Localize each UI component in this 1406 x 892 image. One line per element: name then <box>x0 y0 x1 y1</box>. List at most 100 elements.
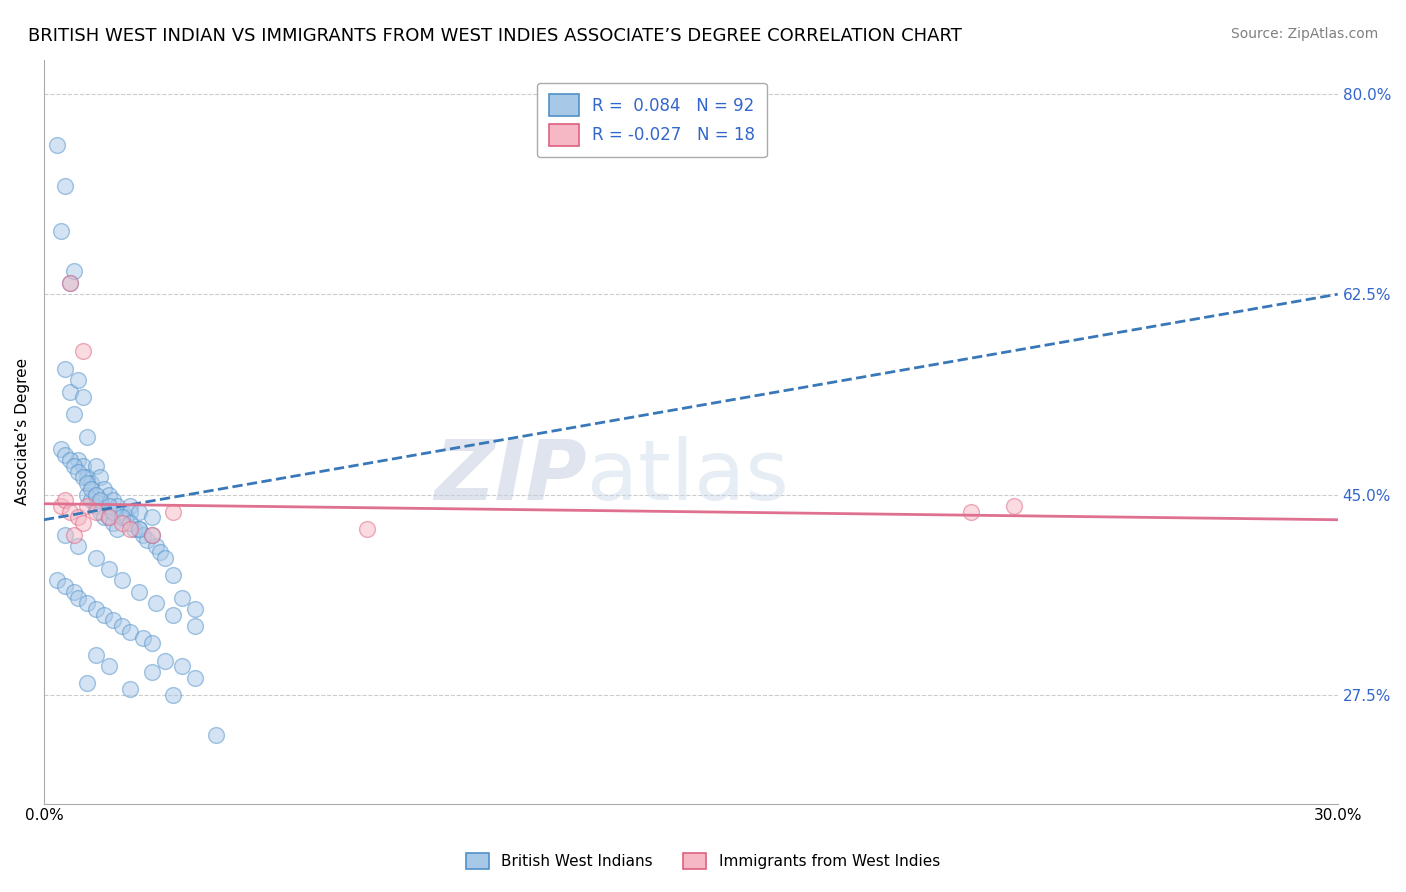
Point <box>110 516 132 531</box>
Point <box>110 505 132 519</box>
Point <box>141 636 163 650</box>
Text: ZIP: ZIP <box>434 436 588 516</box>
Point <box>49 499 72 513</box>
Point <box>72 344 94 359</box>
Point <box>184 671 207 685</box>
Point <box>76 430 98 444</box>
Point <box>63 527 86 541</box>
Point <box>136 533 159 548</box>
Point <box>72 516 94 531</box>
Point <box>141 665 163 679</box>
Point <box>72 470 94 484</box>
Point <box>67 453 90 467</box>
Point <box>97 499 120 513</box>
Point <box>120 516 142 531</box>
Point <box>128 522 150 536</box>
Point <box>76 470 98 484</box>
Point <box>184 619 207 633</box>
Point <box>120 522 142 536</box>
Point <box>93 510 115 524</box>
Point <box>55 527 77 541</box>
Point <box>80 476 103 491</box>
Point <box>110 574 132 588</box>
Point <box>145 596 167 610</box>
Point <box>124 522 146 536</box>
Point <box>59 276 82 290</box>
Point <box>101 516 124 531</box>
Point <box>162 505 184 519</box>
Point <box>101 493 124 508</box>
Point <box>45 574 67 588</box>
Point <box>63 264 86 278</box>
Point <box>97 487 120 501</box>
Point <box>84 505 107 519</box>
Point <box>63 458 86 473</box>
Point <box>105 499 128 513</box>
Point <box>170 659 193 673</box>
Text: atlas: atlas <box>588 436 789 516</box>
Point <box>120 499 142 513</box>
Point <box>76 596 98 610</box>
Point <box>153 550 176 565</box>
Point <box>97 510 120 524</box>
Point <box>84 648 107 662</box>
Point <box>128 585 150 599</box>
Point <box>72 390 94 404</box>
Point <box>49 224 72 238</box>
Point <box>67 591 90 605</box>
Point <box>49 442 72 456</box>
Point <box>105 522 128 536</box>
Point <box>132 631 155 645</box>
Point <box>141 527 163 541</box>
Point <box>97 562 120 576</box>
Point <box>80 482 103 496</box>
Point <box>141 510 163 524</box>
Y-axis label: Associate’s Degree: Associate’s Degree <box>15 358 30 505</box>
Point <box>59 453 82 467</box>
Point <box>63 408 86 422</box>
Point <box>120 505 142 519</box>
Point <box>1002 499 1025 513</box>
Point <box>93 607 115 622</box>
Point <box>84 499 107 513</box>
Point <box>110 510 132 524</box>
Point <box>59 276 82 290</box>
Point <box>162 567 184 582</box>
Point <box>114 510 136 524</box>
Point <box>76 499 98 513</box>
Point <box>184 602 207 616</box>
Point <box>67 373 90 387</box>
Point <box>97 659 120 673</box>
Text: Source: ZipAtlas.com: Source: ZipAtlas.com <box>1230 27 1378 41</box>
Point <box>67 539 90 553</box>
Point <box>356 522 378 536</box>
Point <box>76 476 98 491</box>
Legend: British West Indians, Immigrants from West Indies: British West Indians, Immigrants from We… <box>460 847 946 875</box>
Point <box>97 510 120 524</box>
Point <box>84 550 107 565</box>
Point <box>84 458 107 473</box>
Point <box>63 585 86 599</box>
Text: BRITISH WEST INDIAN VS IMMIGRANTS FROM WEST INDIES ASSOCIATE’S DEGREE CORRELATIO: BRITISH WEST INDIAN VS IMMIGRANTS FROM W… <box>28 27 962 45</box>
Point <box>162 607 184 622</box>
Point <box>89 493 111 508</box>
Point <box>67 465 90 479</box>
Point <box>55 448 77 462</box>
Point <box>76 487 98 501</box>
Point <box>120 624 142 639</box>
Point <box>72 458 94 473</box>
Point <box>93 482 115 496</box>
Point <box>59 384 82 399</box>
Point <box>67 510 90 524</box>
Point <box>149 545 172 559</box>
Point <box>162 688 184 702</box>
Point <box>59 505 82 519</box>
Point <box>55 493 77 508</box>
Point <box>80 493 103 508</box>
Point <box>205 728 228 742</box>
Point <box>153 654 176 668</box>
Point <box>960 505 983 519</box>
Point <box>170 591 193 605</box>
Point <box>128 522 150 536</box>
Point <box>55 361 77 376</box>
